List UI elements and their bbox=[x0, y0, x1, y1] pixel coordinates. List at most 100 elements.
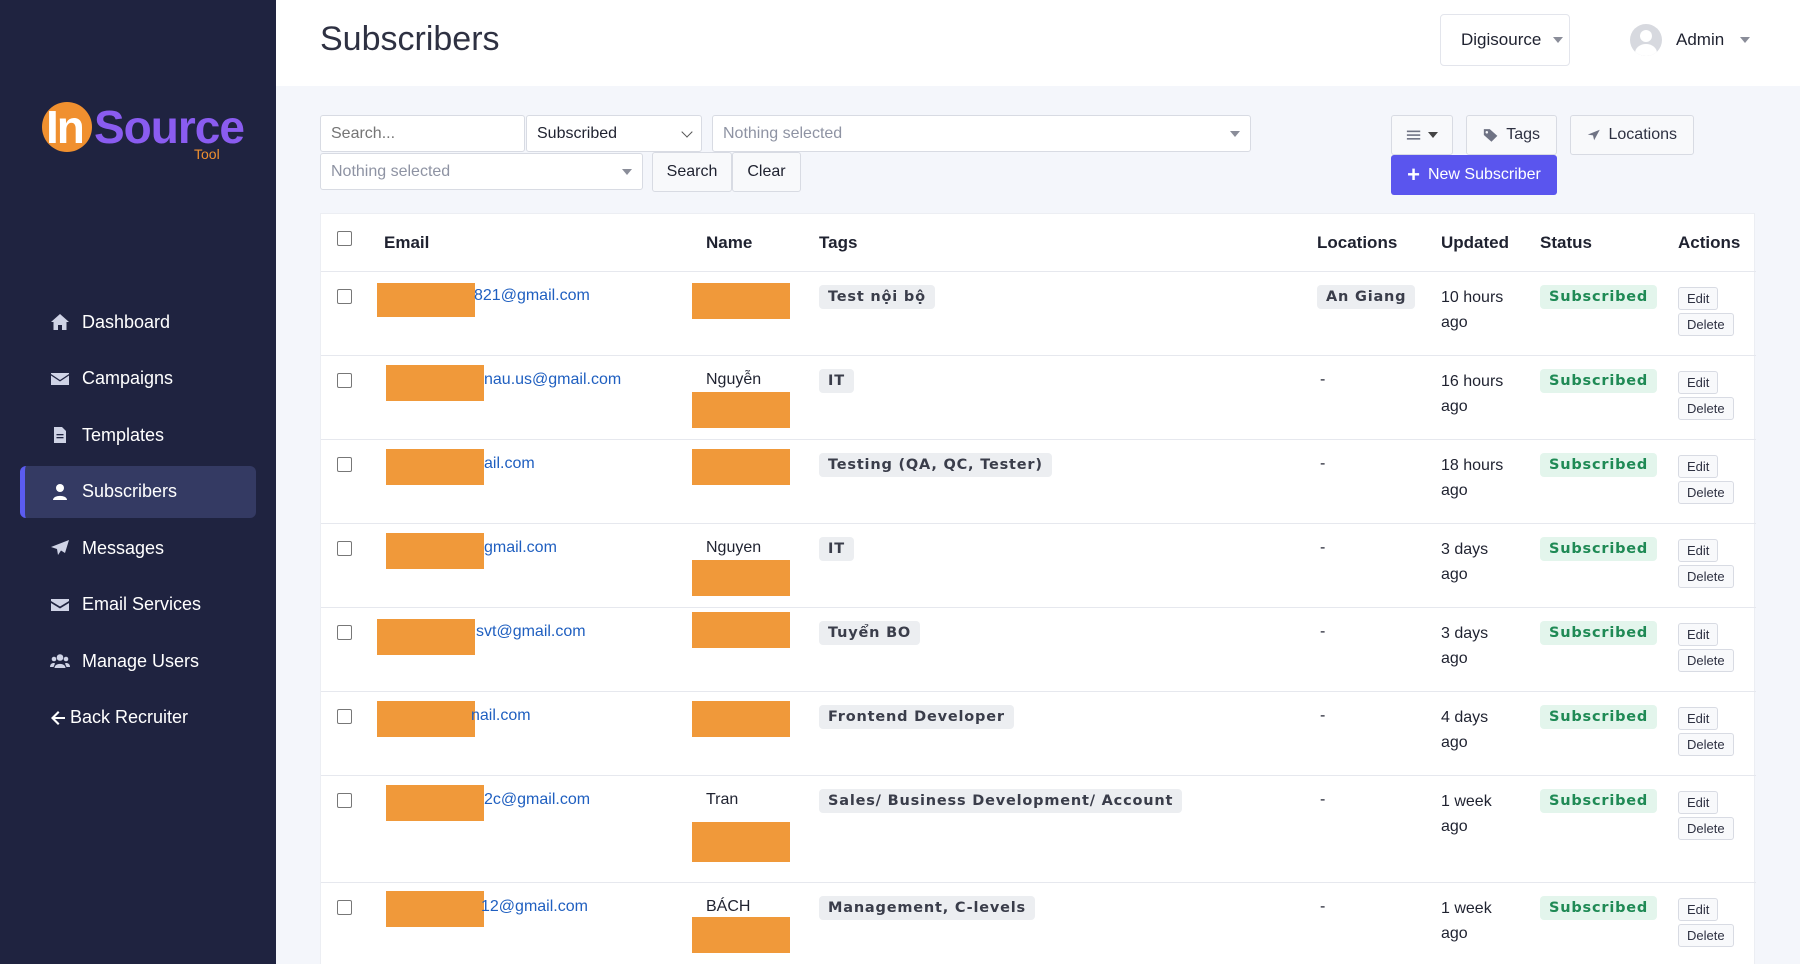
sidebar-item-dashboard[interactable]: Dashboard bbox=[20, 296, 256, 348]
delete-button[interactable]: Delete bbox=[1678, 733, 1734, 756]
new-subscriber-label: New Subscriber bbox=[1427, 166, 1541, 183]
select-all-checkbox[interactable] bbox=[337, 231, 352, 246]
status-select-value: Subscribed bbox=[537, 124, 618, 142]
redaction-block bbox=[377, 701, 475, 737]
clear-button[interactable]: Clear bbox=[732, 152, 801, 192]
logo-text-in: In bbox=[46, 101, 85, 153]
column-header-locations[interactable]: Locations bbox=[1317, 233, 1398, 252]
location-value: - bbox=[1320, 707, 1326, 724]
edit-button[interactable]: Edit bbox=[1678, 791, 1719, 814]
column-header-updated[interactable]: Updated bbox=[1441, 233, 1509, 252]
row-checkbox[interactable] bbox=[337, 373, 352, 388]
updated-time: 3 days ago bbox=[1441, 625, 1489, 667]
status-select[interactable]: Subscribed bbox=[526, 115, 702, 152]
envelope-icon bbox=[50, 370, 70, 388]
organization-dropdown[interactable]: Digisource bbox=[1440, 14, 1570, 66]
paper-plane-icon bbox=[50, 539, 70, 557]
user-menu[interactable]: Admin bbox=[1630, 24, 1751, 56]
edit-button[interactable]: Edit bbox=[1678, 371, 1719, 394]
subscriber-email-link[interactable]: nau.us@gmail.com bbox=[484, 371, 622, 388]
redaction-block bbox=[692, 612, 790, 648]
row-checkbox[interactable] bbox=[337, 457, 352, 472]
subscriber-email-link[interactable]: ail.com bbox=[484, 455, 535, 472]
caret-down-icon bbox=[1230, 131, 1240, 137]
subscriber-email-link[interactable]: nail.com bbox=[471, 707, 531, 724]
locations-button[interactable]: Locations bbox=[1570, 115, 1694, 155]
column-header-tags[interactable]: Tags bbox=[819, 233, 858, 252]
edit-button[interactable]: Edit bbox=[1678, 898, 1719, 921]
users-icon bbox=[50, 652, 70, 670]
tags-filter-select[interactable]: Nothing selected bbox=[712, 115, 1251, 152]
sidebar-item-subscribers[interactable]: Subscribers bbox=[20, 465, 256, 518]
sidebar-item-manage-users[interactable]: Manage Users bbox=[20, 635, 256, 687]
delete-button[interactable]: Delete bbox=[1678, 817, 1734, 840]
brand-logo[interactable]: In Source Tool bbox=[42, 101, 245, 162]
new-subscriber-button[interactable]: + New Subscriber bbox=[1391, 155, 1557, 195]
redaction-block bbox=[692, 560, 790, 596]
table-row: 2c@gmail.com Tran Sales/ Business Develo… bbox=[321, 776, 1756, 883]
edit-button[interactable]: Edit bbox=[1678, 707, 1719, 730]
edit-button[interactable]: Edit bbox=[1678, 623, 1719, 646]
row-checkbox[interactable] bbox=[337, 709, 352, 724]
redaction-block bbox=[692, 449, 790, 485]
sidebar-item-campaigns[interactable]: Campaigns bbox=[20, 353, 256, 405]
search-input[interactable] bbox=[320, 115, 525, 152]
row-checkbox[interactable] bbox=[337, 900, 352, 915]
subscriber-email-link[interactable]: svt@gmail.com bbox=[476, 623, 586, 640]
column-header-email[interactable]: Email bbox=[384, 233, 430, 252]
delete-button[interactable]: Delete bbox=[1678, 924, 1734, 947]
edit-button[interactable]: Edit bbox=[1678, 539, 1719, 562]
row-checkbox[interactable] bbox=[337, 541, 352, 556]
edit-button[interactable]: Edit bbox=[1678, 455, 1719, 478]
table-row: gmail.com Nguyen IT - 3 days ago Subscrib… bbox=[321, 524, 1756, 608]
delete-button[interactable]: Delete bbox=[1678, 565, 1734, 588]
home-icon bbox=[50, 313, 70, 331]
sidebar-item-templates[interactable]: Templates bbox=[20, 409, 256, 461]
sidebar-item-back-recruiter[interactable]: Back Recruiter bbox=[20, 692, 256, 744]
page-header: Subscribers Digisource Admin bbox=[276, 0, 1800, 86]
locations-filter-select[interactable]: Nothing selected bbox=[320, 153, 643, 190]
redaction-block bbox=[386, 891, 484, 927]
arrow-left-icon bbox=[50, 709, 66, 727]
tags-button[interactable]: Tags bbox=[1466, 115, 1557, 155]
column-header-status[interactable]: Status bbox=[1540, 233, 1592, 252]
delete-button[interactable]: Delete bbox=[1678, 397, 1734, 420]
logo-text-tool: Tool bbox=[194, 146, 220, 162]
delete-button[interactable]: Delete bbox=[1678, 649, 1734, 672]
subscriber-email-link[interactable]: 821@gmail.com bbox=[474, 287, 590, 304]
updated-time: 18 hours ago bbox=[1441, 457, 1504, 499]
caret-down-icon bbox=[1553, 37, 1564, 43]
sidebar-item-email-services[interactable]: Email Services bbox=[20, 579, 256, 631]
columns-menu-button[interactable] bbox=[1391, 115, 1453, 155]
tag-icon bbox=[1483, 129, 1498, 142]
status-badge: Subscribed bbox=[1540, 453, 1658, 477]
tag-badge: Test nội bộ bbox=[819, 285, 935, 309]
tag-badge: Management, C-levels bbox=[819, 896, 1035, 920]
table-row: ail.com Testing (QA, QC, Tester) - 18 ho… bbox=[321, 440, 1756, 524]
user-icon bbox=[50, 483, 70, 501]
list-icon bbox=[1406, 130, 1421, 140]
status-badge: Subscribed bbox=[1540, 896, 1658, 920]
location-value: - bbox=[1320, 898, 1326, 915]
row-checkbox[interactable] bbox=[337, 289, 352, 304]
envelope-icon bbox=[50, 596, 70, 614]
edit-button[interactable]: Edit bbox=[1678, 287, 1719, 310]
delete-button[interactable]: Delete bbox=[1678, 313, 1734, 336]
delete-button[interactable]: Delete bbox=[1678, 481, 1734, 504]
status-badge: Subscribed bbox=[1540, 285, 1658, 309]
row-checkbox[interactable] bbox=[337, 793, 352, 808]
search-button[interactable]: Search bbox=[652, 152, 732, 192]
table-row: 12@gmail.com BÁCH Management, C-levels -… bbox=[321, 883, 1756, 964]
updated-time: 3 days ago bbox=[1441, 541, 1489, 583]
sidebar-item-label: Dashboard bbox=[82, 311, 171, 332]
sidebar: In Source Tool Dashboard Campaigns Templ… bbox=[0, 0, 276, 964]
subscriber-email-link[interactable]: 12@gmail.com bbox=[481, 898, 588, 915]
status-badge: Subscribed bbox=[1540, 537, 1658, 561]
subscriber-email-link[interactable]: 2c@gmail.com bbox=[484, 791, 591, 808]
redaction-block bbox=[377, 283, 475, 317]
caret-down-icon bbox=[1428, 132, 1438, 138]
sidebar-item-messages[interactable]: Messages bbox=[20, 522, 256, 574]
row-checkbox[interactable] bbox=[337, 625, 352, 640]
column-header-name[interactable]: Name bbox=[706, 233, 753, 252]
subscriber-email-link[interactable]: gmail.com bbox=[484, 539, 557, 556]
